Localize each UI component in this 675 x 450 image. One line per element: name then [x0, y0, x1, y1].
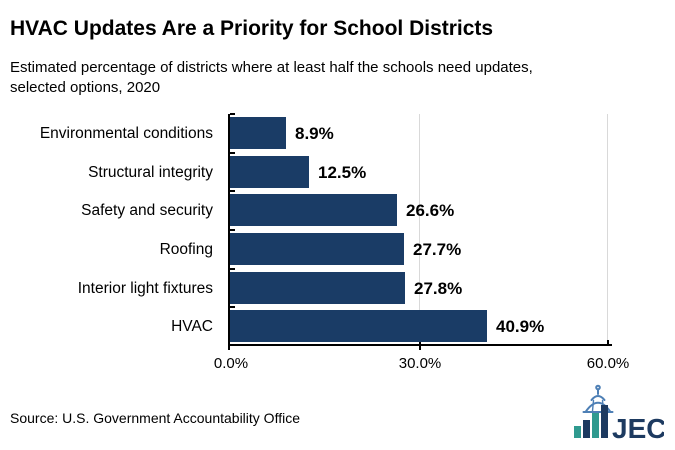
y-axis-tick-mark: [230, 152, 235, 154]
bar: [230, 194, 397, 226]
bar: [230, 310, 487, 342]
bar: [230, 272, 405, 304]
category-label: Structural integrity: [88, 163, 213, 181]
y-axis-tick-mark: [230, 268, 235, 270]
bar: [230, 117, 286, 149]
category-label: HVAC: [171, 317, 213, 335]
value-label: 27.7%: [413, 239, 462, 259]
chart-row: Environmental conditions 8.9%: [0, 114, 675, 153]
jec-logo: JEC: [574, 384, 664, 442]
chart-title: HVAC Updates Are a Priority for School D…: [10, 17, 494, 40]
gridline: [607, 114, 608, 345]
chart-row: HVAC 40.9%: [0, 307, 675, 346]
source-note: Source: U.S. Government Accountability O…: [10, 410, 300, 426]
logo-bar-chart-icon: [574, 405, 608, 438]
value-label: 27.8%: [414, 278, 463, 298]
chart-row: Roofing 27.7%: [0, 230, 675, 269]
chart-row: Safety and security 26.6%: [0, 191, 675, 230]
chart-subtitle-line2: selected options, 2020: [10, 79, 161, 96]
chart-row: Structural integrity 12.5%: [0, 153, 675, 192]
value-label: 12.5%: [318, 162, 367, 182]
y-axis-tick-mark: [230, 190, 235, 192]
category-label: Interior light fixtures: [77, 279, 213, 297]
y-axis-tick-mark: [230, 113, 235, 115]
category-label: Environmental conditions: [39, 124, 213, 142]
gridline: [419, 114, 420, 345]
chart-subtitle-line1: Estimated percentage of districts where …: [10, 59, 533, 76]
bar: [230, 233, 404, 265]
value-label: 40.9%: [496, 316, 545, 336]
category-label: Safety and security: [81, 201, 213, 219]
x-axis-tick-mark: [607, 340, 609, 345]
x-axis-tick-mark: [419, 341, 421, 350]
x-tick-label: 60.0%: [586, 355, 630, 372]
y-axis-tick-mark: [230, 229, 235, 231]
category-label: Roofing: [159, 240, 213, 258]
bar: [230, 156, 309, 188]
x-tick-label: 0.0%: [213, 355, 249, 372]
chart-row: Interior light fixtures 27.8%: [0, 269, 675, 308]
y-axis-tick-mark: [230, 306, 235, 308]
value-label: 26.6%: [406, 200, 455, 220]
jec-logo-text: JEC: [612, 413, 664, 442]
value-label: 8.9%: [295, 123, 334, 143]
y-axis-line: [228, 114, 230, 350]
capitol-dome-icon: [582, 384, 614, 413]
x-tick-label: 30.0%: [398, 355, 442, 372]
chart-subtitle: Estimated percentage of districts where …: [10, 58, 533, 98]
